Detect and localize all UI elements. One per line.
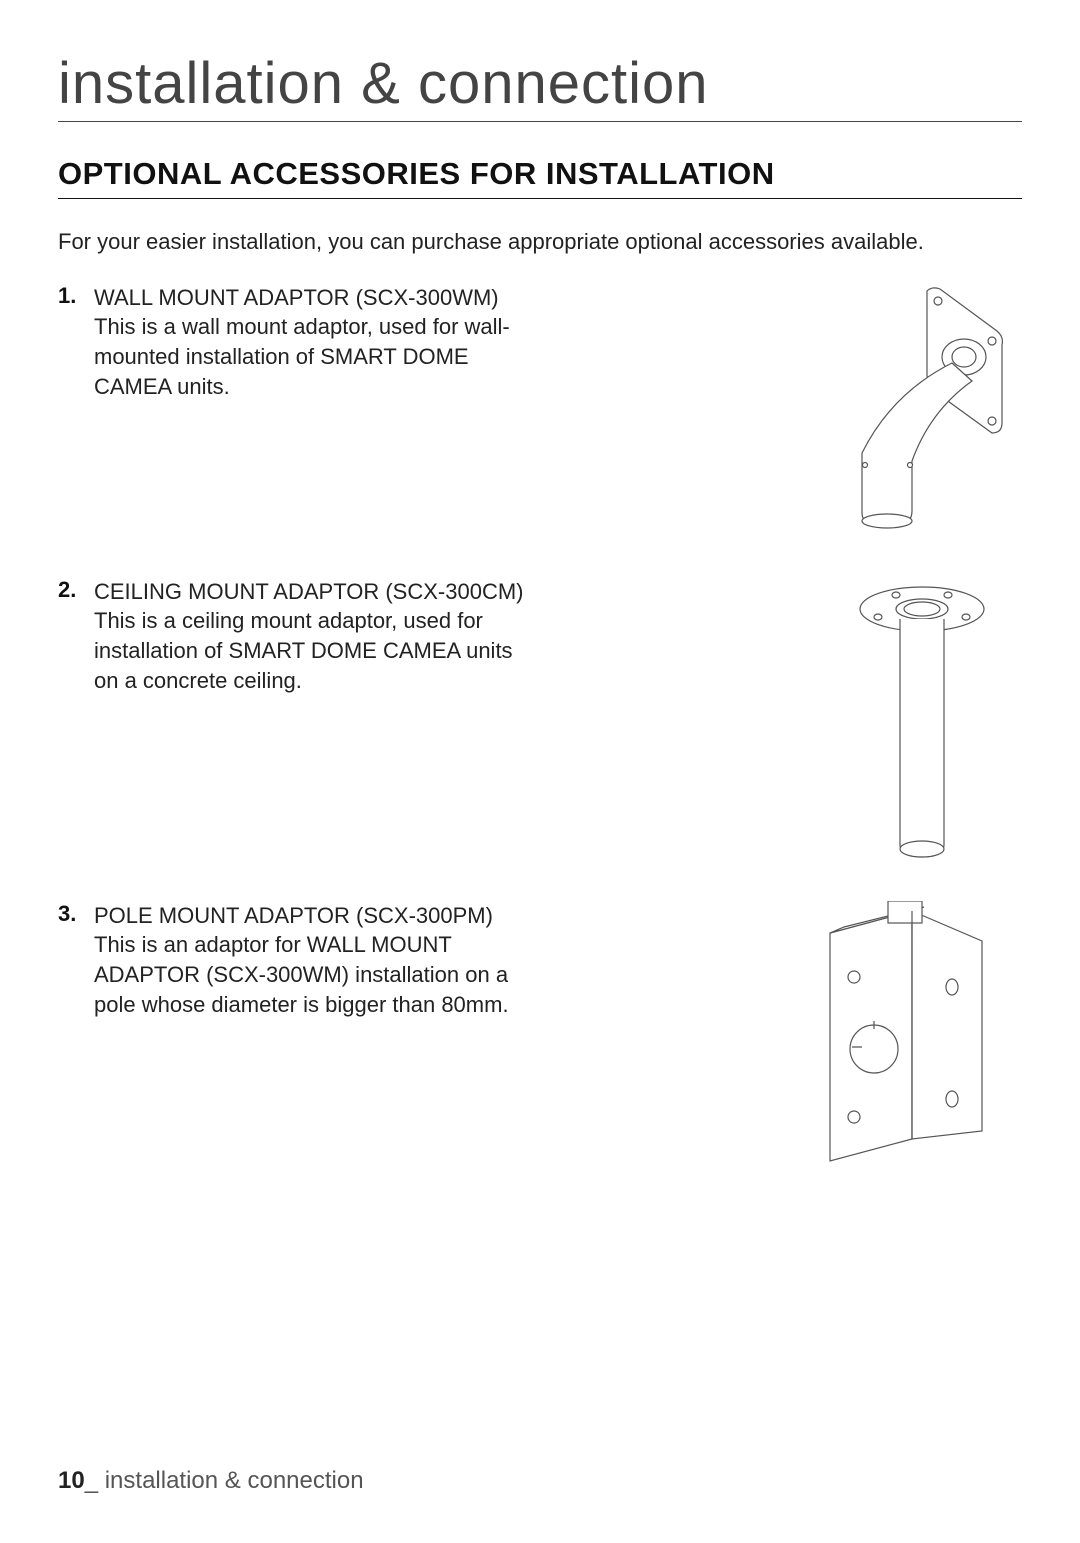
footer-label: installation & connection xyxy=(105,1467,364,1494)
chapter-title: installation & connection xyxy=(58,50,1022,122)
item-number: 2. xyxy=(58,577,94,603)
pole-mount-diagram xyxy=(792,901,1022,1176)
item-body: This is a wall mount adaptor, used for w… xyxy=(94,314,510,398)
item-title: CEILING MOUNT ADAPTOR (SCX-300CM) xyxy=(94,579,523,604)
page-number: 10 xyxy=(58,1467,85,1494)
accessory-item: 2. CEILING MOUNT ADAPTOR (SCX-300CM) Thi… xyxy=(58,577,1022,877)
item-title: WALL MOUNT ADAPTOR (SCX-300WM) xyxy=(94,285,499,310)
page-content: installation & connection OPTIONAL ACCES… xyxy=(58,50,1022,1215)
item-text: CEILING MOUNT ADAPTOR (SCX-300CM) This i… xyxy=(94,577,524,696)
item-body: This is a ceiling mount adaptor, used fo… xyxy=(94,608,513,692)
item-number: 1. xyxy=(58,283,94,309)
item-number: 3. xyxy=(58,901,94,927)
item-body: This is an adaptor for WALL MOUNT ADAPTO… xyxy=(94,932,509,1016)
item-title: POLE MOUNT ADAPTOR (SCX-300PM) xyxy=(94,903,493,928)
section-heading: OPTIONAL ACCESSORIES FOR INSTALLATION xyxy=(58,156,1022,199)
page-footer: 10_ installation & connection xyxy=(58,1467,364,1495)
ceiling-mount-diagram xyxy=(822,577,1022,872)
accessory-item: 1. WALL MOUNT ADAPTOR (SCX-300WM) This i… xyxy=(58,283,1022,553)
accessory-item: 3. POLE MOUNT ADAPTOR (SCX-300PM) This i… xyxy=(58,901,1022,1191)
intro-text: For your easier installation, you can pu… xyxy=(58,227,1022,257)
wall-mount-diagram xyxy=(802,283,1022,538)
footer-sep: _ xyxy=(85,1467,105,1494)
item-text: WALL MOUNT ADAPTOR (SCX-300WM) This is a… xyxy=(94,283,524,402)
item-text: POLE MOUNT ADAPTOR (SCX-300PM) This is a… xyxy=(94,901,524,1020)
